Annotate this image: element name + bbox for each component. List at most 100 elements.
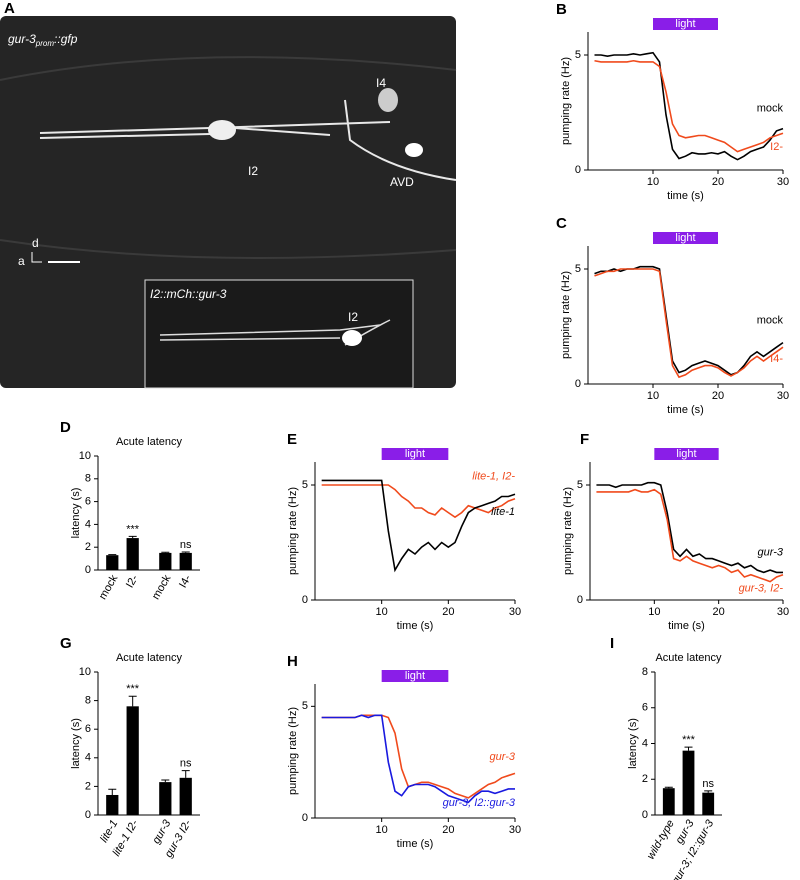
- x-tick-label: 30: [777, 390, 789, 402]
- light-label: light: [405, 670, 425, 682]
- light-bar: [654, 448, 719, 460]
- y-tick-label: 8: [85, 695, 91, 707]
- x-tick-label: wild-type: [645, 818, 677, 862]
- y-axis-label: latency (s): [627, 718, 639, 769]
- y-tick-label: 5: [575, 263, 581, 275]
- micrograph: gur-3prom::gfp I4 I2 AVD a d I2::mCh::gu…: [0, 16, 457, 389]
- bar: [106, 794, 119, 815]
- chart-title: Acute latency: [116, 652, 183, 664]
- neuron-label: I2: [248, 164, 258, 178]
- panel-letter: E: [287, 431, 297, 448]
- series-label: I2-: [770, 141, 783, 153]
- x-axis-label: time (s): [397, 838, 434, 850]
- error-bar: [108, 554, 117, 556]
- bar: [662, 788, 675, 815]
- y-tick-label: 4: [85, 518, 91, 530]
- x-tick-label: 10: [648, 606, 660, 618]
- y-tick-label: 10: [79, 666, 91, 678]
- inset-title: I2::mCh::gur-3: [150, 287, 227, 301]
- cell-body: [208, 120, 236, 140]
- y-axis-label: pumping rate (Hz): [287, 487, 299, 575]
- light-bar: [381, 448, 449, 460]
- y-axis-label: pumping rate (Hz): [560, 57, 572, 145]
- y-tick-label: 5: [302, 479, 308, 491]
- series-line: [594, 59, 784, 153]
- x-tick-label: 10: [376, 606, 388, 618]
- series-label: I4-: [770, 353, 783, 365]
- y-tick-label: 8: [85, 473, 91, 485]
- y-tick-label: 0: [575, 378, 581, 390]
- neuron-label: I4: [376, 76, 386, 90]
- x-tick-label: 20: [712, 390, 724, 402]
- series-line: [594, 268, 784, 379]
- x-tick-label: 20: [442, 824, 454, 836]
- y-tick-label: 0: [642, 809, 648, 821]
- panel-letter: C: [556, 215, 567, 232]
- light-label: light: [405, 448, 425, 460]
- y-tick-label: 10: [79, 450, 91, 462]
- y-tick-label: 0: [302, 812, 308, 824]
- x-tick-label: 10: [647, 390, 659, 402]
- panel-letter: G: [60, 635, 72, 652]
- series-label: mock: [757, 103, 784, 115]
- light-bar: [653, 232, 718, 244]
- series-line: [321, 484, 516, 519]
- x-tick-label: 30: [777, 606, 789, 618]
- neuron-label: I2: [348, 310, 358, 324]
- y-tick-label: 4: [642, 737, 648, 749]
- y-tick-label: 4: [85, 752, 91, 764]
- y-tick-label: 0: [85, 564, 91, 576]
- title-part: gur-3: [8, 32, 36, 46]
- error-bar: [161, 551, 170, 553]
- y-tick-label: 0: [302, 594, 308, 606]
- chart-title: Acute latency: [655, 652, 722, 664]
- error-bar: [161, 779, 170, 783]
- x-tick-label: 10: [376, 824, 388, 836]
- significance: ***: [126, 683, 140, 695]
- y-axis-label: latency (s): [70, 718, 82, 769]
- body-outline: [0, 56, 457, 259]
- x-tick-label: 20: [713, 606, 725, 618]
- x-axis-label: time (s): [667, 404, 704, 416]
- error-bar: [664, 786, 673, 789]
- bar: [126, 706, 139, 815]
- light-bar: [381, 670, 449, 682]
- panel-letter: H: [287, 653, 298, 670]
- error-bar: [181, 770, 190, 778]
- bar: [126, 538, 139, 570]
- light-label: light: [676, 448, 696, 460]
- panel-letter: F: [580, 431, 589, 448]
- x-tick-label: 30: [777, 176, 789, 188]
- significance: ns: [702, 778, 714, 790]
- x-tick-label: mock: [150, 573, 174, 602]
- significance: ns: [180, 758, 192, 770]
- series-label: gur-3: [758, 546, 784, 558]
- significance: ***: [126, 523, 140, 535]
- x-tick-label: 30: [509, 606, 521, 618]
- y-axis-label: pumping rate (Hz): [562, 487, 574, 575]
- series-line: [594, 51, 784, 161]
- series-line: [321, 714, 516, 799]
- error-bar: [704, 790, 713, 793]
- series-label: lite-1, I2-: [472, 471, 515, 483]
- image-title: gur-3prom::gfp: [8, 32, 78, 48]
- series-line: [596, 481, 783, 574]
- panel-letter: B: [556, 1, 567, 18]
- bar: [159, 552, 172, 570]
- y-tick-label: 6: [85, 723, 91, 735]
- bar: [682, 750, 695, 815]
- error-bar: [684, 746, 693, 751]
- bar: [159, 782, 172, 815]
- series-label: gur-3; I2::gur-3: [443, 797, 516, 809]
- series-line: [321, 479, 516, 573]
- y-axis-label: latency (s): [70, 488, 82, 539]
- y-tick-label: 8: [642, 666, 648, 678]
- orientation-label: d: [32, 236, 39, 250]
- bar: [106, 555, 119, 570]
- y-tick-label: 0: [575, 164, 581, 176]
- light-bar: [653, 18, 718, 30]
- series-label: gur-3, I2-: [739, 583, 784, 595]
- significance: ***: [682, 734, 696, 746]
- x-tick-label: 20: [712, 176, 724, 188]
